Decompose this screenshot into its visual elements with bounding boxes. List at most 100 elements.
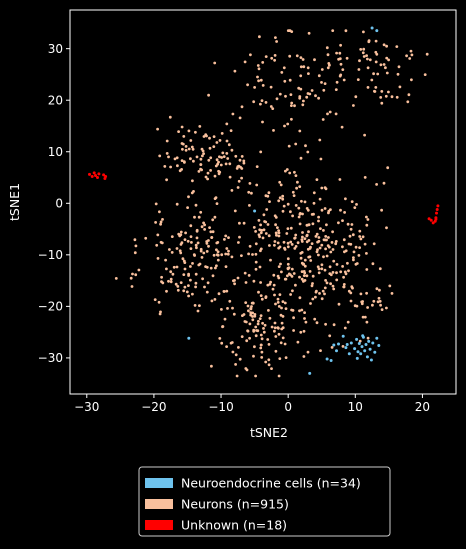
neuron-point bbox=[225, 289, 229, 293]
neuron-point bbox=[190, 241, 193, 244]
neuron-point bbox=[317, 253, 320, 257]
neuron-point bbox=[300, 270, 304, 273]
neuroendocrine-point bbox=[353, 347, 357, 351]
neuron-point bbox=[384, 94, 388, 98]
neuron-point bbox=[189, 235, 193, 239]
neuron-point bbox=[289, 210, 292, 214]
neuron-point bbox=[284, 277, 288, 281]
neuron-point bbox=[410, 78, 413, 82]
neuron-point bbox=[283, 79, 287, 83]
neuroendocrine-point bbox=[325, 357, 329, 361]
neuron-point bbox=[375, 287, 379, 291]
neuron-point bbox=[338, 178, 342, 181]
neuron-point bbox=[388, 284, 392, 288]
unknown-point bbox=[94, 174, 97, 177]
neuron-point bbox=[176, 285, 180, 288]
neuron-point bbox=[313, 58, 316, 62]
neuron-point bbox=[260, 337, 264, 341]
neuron-point bbox=[158, 210, 161, 214]
neuron-point bbox=[354, 95, 358, 99]
neuron-point bbox=[284, 307, 288, 310]
neuron-point bbox=[202, 135, 206, 138]
neuron-point bbox=[160, 280, 163, 283]
neuron-point bbox=[238, 235, 241, 239]
neuron-point bbox=[190, 145, 194, 149]
neuron-point bbox=[276, 301, 280, 304]
neuron-point bbox=[366, 66, 370, 70]
neuron-point bbox=[314, 94, 317, 98]
neuron-point bbox=[240, 176, 244, 180]
neuron-point bbox=[158, 312, 162, 316]
neuron-point bbox=[312, 212, 315, 216]
neuroendocrine-point bbox=[355, 337, 359, 341]
neuron-point bbox=[163, 165, 167, 168]
neuron-point bbox=[312, 201, 316, 205]
neuron-point bbox=[198, 125, 202, 128]
neuron-point bbox=[169, 165, 173, 169]
neuron-point bbox=[275, 233, 278, 237]
neuron-point bbox=[264, 55, 268, 58]
neuron-point bbox=[308, 92, 312, 96]
neuron-point bbox=[299, 65, 303, 69]
neuron-point bbox=[276, 274, 280, 278]
neuron-point bbox=[335, 278, 339, 282]
neuron-point bbox=[196, 241, 200, 245]
neuron-point bbox=[217, 292, 221, 296]
neuron-point bbox=[227, 249, 230, 253]
neuron-point bbox=[315, 178, 319, 182]
neuron-point bbox=[359, 237, 363, 241]
neuron-point bbox=[423, 73, 427, 76]
neuron-point bbox=[387, 58, 390, 62]
neuron-point bbox=[293, 247, 297, 250]
neuroendocrine-point bbox=[356, 350, 360, 354]
neuron-point bbox=[273, 329, 276, 333]
neuron-point bbox=[311, 297, 315, 301]
neuron-point bbox=[313, 317, 317, 321]
neuron-point bbox=[277, 229, 280, 233]
neuron-point bbox=[322, 229, 325, 232]
neuron-point bbox=[348, 234, 352, 238]
neuron-point bbox=[212, 253, 216, 257]
neuron-point bbox=[203, 228, 207, 231]
neuron-point bbox=[345, 56, 349, 60]
neuron-point bbox=[177, 130, 181, 134]
neuron-point bbox=[305, 207, 309, 210]
neuron-point bbox=[272, 273, 276, 277]
neuron-point bbox=[165, 289, 168, 293]
neuron-point bbox=[352, 250, 356, 254]
neuron-point bbox=[303, 258, 307, 262]
neuron-point bbox=[247, 274, 251, 277]
neuron-point bbox=[308, 247, 312, 250]
neuron-point bbox=[365, 54, 368, 57]
neuron-point bbox=[211, 230, 215, 234]
unknown-point bbox=[429, 218, 433, 222]
neuroendocrine-point bbox=[363, 349, 367, 353]
neuron-point bbox=[260, 99, 264, 102]
neuron-point bbox=[259, 294, 263, 297]
neuron-point bbox=[204, 133, 208, 137]
plot-frame bbox=[69, 9, 457, 395]
neuron-point bbox=[304, 320, 308, 324]
neuron-point bbox=[231, 350, 235, 354]
neuron-point bbox=[220, 132, 224, 135]
neuron-point bbox=[277, 374, 281, 378]
neuron-point bbox=[275, 97, 279, 101]
neuron-point bbox=[347, 269, 350, 273]
neuron-point bbox=[221, 325, 224, 329]
neuron-point bbox=[331, 29, 335, 32]
neuron-point bbox=[213, 61, 217, 65]
neuron-point bbox=[277, 199, 281, 203]
neuron-point bbox=[387, 90, 390, 94]
neuron-point bbox=[323, 286, 327, 290]
neuron-point bbox=[156, 257, 160, 260]
neuron-point bbox=[289, 293, 292, 296]
neuron-point bbox=[293, 104, 296, 108]
neuron-point bbox=[267, 358, 271, 362]
neuron-point bbox=[309, 259, 313, 262]
neuron-point bbox=[325, 281, 329, 285]
neuron-point bbox=[298, 296, 302, 300]
neuron-point bbox=[270, 325, 274, 329]
neuron-point bbox=[277, 231, 281, 235]
neuron-point bbox=[298, 129, 302, 133]
neuron-point bbox=[189, 247, 193, 251]
